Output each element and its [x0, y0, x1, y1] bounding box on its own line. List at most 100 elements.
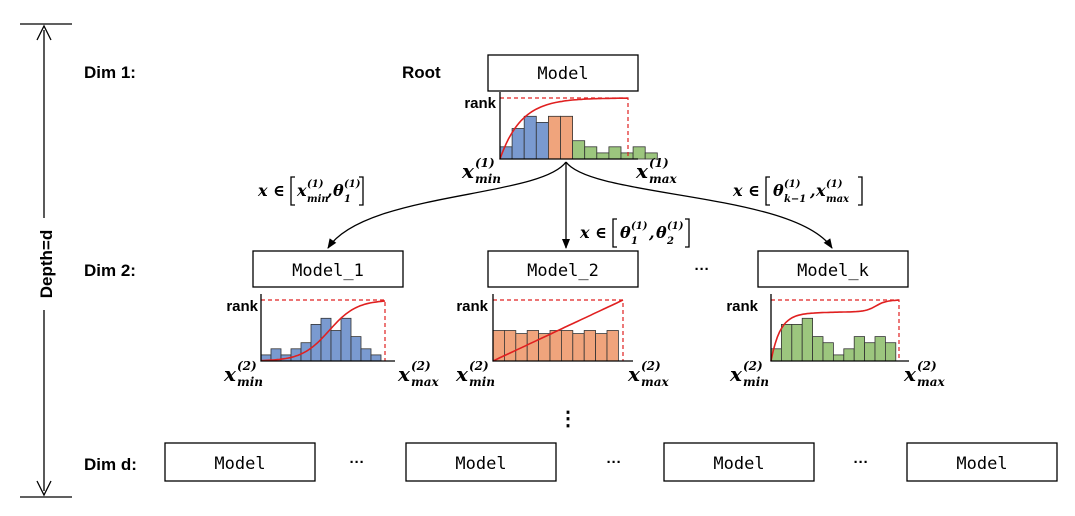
histogram-bar — [549, 330, 562, 362]
svg-text:(1): (1) — [475, 156, 495, 170]
dim-1-label: Dim 1: — [84, 63, 136, 82]
root-xmin-label: x (1) min — [461, 156, 501, 186]
histogram-bar — [511, 128, 525, 160]
leaf-model-box-4 — [906, 442, 1058, 482]
root-model-box — [487, 54, 639, 92]
histogram-bar — [853, 336, 866, 362]
svg-text:min: min — [743, 375, 769, 389]
svg-text:max: max — [641, 375, 669, 389]
histogram-bar — [812, 336, 824, 362]
svg-text:(2): (2) — [641, 359, 661, 373]
bracket-close-icon — [685, 218, 690, 248]
rank-bound-dashed-line — [261, 299, 386, 361]
depth-label: Depth=d — [37, 230, 56, 298]
svg-text:θ: θ — [620, 223, 631, 242]
svg-text:,: , — [809, 181, 816, 200]
cdf-curve — [492, 299, 624, 362]
model-1-box — [252, 250, 404, 288]
svg-text:(1): (1) — [826, 179, 843, 190]
bracket-open-icon — [765, 176, 770, 206]
svg-text:x ∈: x ∈ — [732, 181, 760, 200]
model-k-rank-label: rank — [726, 298, 758, 315]
svg-text:x: x — [635, 159, 649, 183]
histogram-bar — [526, 330, 540, 362]
bracket-open-icon — [612, 218, 617, 248]
histogram-bar — [561, 330, 574, 362]
branch-condition-right: x ∈ θ (1) k−1 , x (1) max — [732, 176, 863, 206]
histogram-bar — [548, 115, 561, 160]
model-1-histogram-chart — [260, 294, 395, 362]
cdf-curve — [260, 300, 386, 362]
svg-text:(2): (2) — [743, 359, 763, 373]
model-2-xmax-label: x (2) max — [627, 359, 669, 389]
root-rank-label: rank — [464, 95, 496, 112]
histogram-bar — [632, 146, 646, 160]
branch-condition-left: x ∈ x (1) min , θ (1) 1 — [257, 176, 364, 206]
histogram-bar — [864, 342, 876, 362]
root-label: Root — [402, 63, 441, 82]
svg-text:x: x — [397, 362, 411, 386]
svg-text:(1): (1) — [631, 221, 648, 232]
svg-text:1: 1 — [631, 236, 638, 247]
histogram-bar — [874, 336, 886, 362]
branch-condition-middle: x ∈ θ (1) 1 , θ (1) 2 — [579, 218, 690, 248]
model-2-label: Model_2 — [527, 261, 599, 281]
histogram-bar — [608, 146, 622, 160]
histogram-bar — [370, 354, 382, 362]
histogram-bar — [572, 333, 585, 362]
svg-text:x: x — [729, 362, 743, 386]
model-k-histogram-chart — [770, 294, 909, 362]
depth-indicator: Depth=d — [20, 23, 72, 498]
histogram-bar — [360, 348, 372, 362]
cdf-curve — [770, 299, 900, 362]
svg-text:x: x — [296, 181, 307, 200]
leaf-ellipsis-1: ··· — [350, 454, 365, 471]
histogram-bar — [595, 333, 608, 362]
histogram-bar — [885, 342, 897, 362]
histogram-bar — [596, 152, 610, 160]
leaf-model-box-3 — [663, 442, 815, 482]
svg-text:,: , — [326, 181, 333, 200]
svg-text:x: x — [627, 362, 641, 386]
histogram-bar — [843, 348, 855, 362]
leaf-model-box-1 — [164, 442, 316, 482]
histogram-bar — [620, 152, 634, 160]
histogram-bar — [606, 330, 619, 362]
depth-down-arrow-icon — [36, 480, 52, 497]
svg-text:(1): (1) — [344, 179, 361, 190]
rank-bound-dashed-line — [771, 299, 900, 361]
svg-text:(1): (1) — [307, 179, 324, 190]
model-k-xmax-label: x (2) max — [903, 359, 945, 389]
dim-2-label: Dim 2: — [84, 261, 136, 280]
histogram-bar — [535, 122, 549, 160]
svg-text:x: x — [461, 159, 475, 183]
svg-text:,: , — [648, 223, 655, 242]
histogram-bar — [320, 317, 332, 362]
dim-d-label: Dim d: — [84, 455, 137, 474]
bracket-open-icon — [290, 176, 295, 206]
bracket-close-icon — [858, 176, 863, 206]
chart-axes — [492, 294, 633, 362]
svg-text:min: min — [237, 375, 263, 389]
model-2-histogram-chart — [492, 294, 633, 362]
root-model-label: Model — [537, 64, 588, 84]
leaf-model-label-4: Model — [956, 454, 1007, 474]
svg-text:min: min — [475, 172, 501, 186]
histogram-bar — [791, 323, 803, 362]
leaf-model-box-2 — [405, 442, 557, 482]
model-k-xmin-label: x (2) min — [729, 359, 769, 389]
svg-text:(1): (1) — [784, 179, 801, 190]
model-2-box — [487, 250, 639, 288]
model-1-xmax-label: x (2) max — [397, 359, 439, 389]
svg-text:min: min — [469, 375, 495, 389]
svg-text:max: max — [826, 194, 850, 205]
svg-text:k−1: k−1 — [784, 194, 806, 205]
root-histogram-chart — [499, 92, 658, 160]
chart-axes — [499, 92, 638, 160]
leaf-model-label-2: Model — [455, 454, 506, 474]
histogram-bar — [833, 354, 845, 362]
svg-text:max: max — [917, 375, 945, 389]
svg-text:x: x — [815, 181, 826, 200]
histogram-bar — [560, 115, 574, 160]
